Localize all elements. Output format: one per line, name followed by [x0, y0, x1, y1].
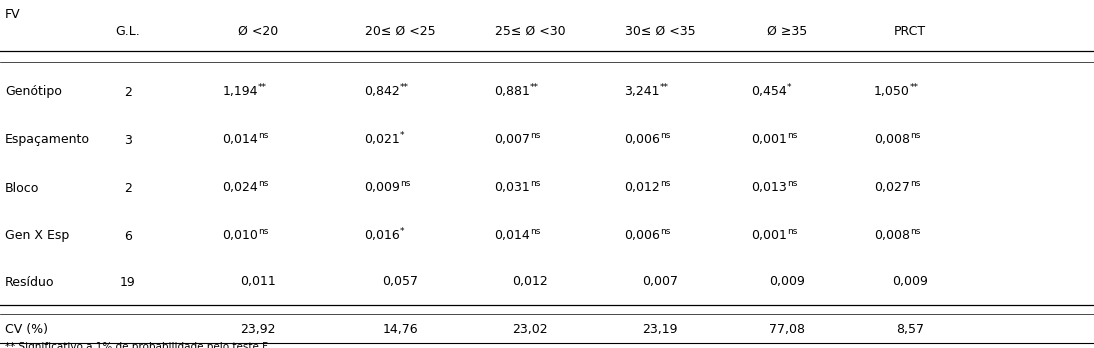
Text: 0,024: 0,024: [222, 182, 258, 195]
Text: 0,009: 0,009: [769, 276, 805, 288]
Text: ns: ns: [258, 227, 268, 236]
Text: 23,02: 23,02: [512, 324, 548, 337]
Text: 30≤ Ø <35: 30≤ Ø <35: [625, 25, 696, 38]
Text: 0,057: 0,057: [382, 276, 418, 288]
Text: ns: ns: [400, 179, 410, 188]
Text: **: **: [529, 83, 539, 92]
Text: **: **: [400, 83, 409, 92]
Text: **: **: [660, 83, 670, 92]
Text: Espaçamento: Espaçamento: [5, 134, 90, 147]
Text: 0,006: 0,006: [624, 229, 660, 243]
Text: 2: 2: [124, 182, 132, 195]
Text: Gen X Esp: Gen X Esp: [5, 229, 69, 243]
Text: 0,014: 0,014: [222, 134, 258, 147]
Text: *: *: [400, 131, 405, 140]
Text: 0,012: 0,012: [512, 276, 548, 288]
Text: 0,007: 0,007: [642, 276, 678, 288]
Text: ns: ns: [660, 131, 671, 140]
Text: Bloco: Bloco: [5, 182, 39, 195]
Text: ns: ns: [258, 179, 268, 188]
Text: 0,006: 0,006: [624, 134, 660, 147]
Text: Ø ≥35: Ø ≥35: [767, 25, 807, 38]
Text: 1,194: 1,194: [222, 86, 258, 98]
Text: ** Significativo a 1% de probabilidade pelo teste F.: ** Significativo a 1% de probabilidade p…: [5, 342, 270, 348]
Text: 0,009: 0,009: [364, 182, 400, 195]
Text: ns: ns: [787, 131, 798, 140]
Text: 0,012: 0,012: [625, 182, 660, 195]
Text: 0,010: 0,010: [222, 229, 258, 243]
Text: Ø <20: Ø <20: [237, 25, 278, 38]
Text: FV: FV: [5, 8, 21, 21]
Text: Resíduo: Resíduo: [5, 276, 55, 288]
Text: ns: ns: [910, 227, 920, 236]
Text: ns: ns: [529, 131, 540, 140]
Text: CV (%): CV (%): [5, 324, 48, 337]
Text: 6: 6: [124, 229, 132, 243]
Text: Genótipo: Genótipo: [5, 86, 62, 98]
Text: 0,016: 0,016: [364, 229, 400, 243]
Text: 0,008: 0,008: [874, 134, 910, 147]
Text: 0,027: 0,027: [874, 182, 910, 195]
Text: ns: ns: [258, 131, 268, 140]
Text: 0,011: 0,011: [240, 276, 276, 288]
Text: 0,001: 0,001: [752, 229, 787, 243]
Text: 0,021: 0,021: [364, 134, 400, 147]
Text: 0,842: 0,842: [364, 86, 400, 98]
Text: ns: ns: [529, 179, 540, 188]
Text: G.L.: G.L.: [116, 25, 140, 38]
Text: 2: 2: [124, 86, 132, 98]
Text: 14,76: 14,76: [382, 324, 418, 337]
Text: 0,007: 0,007: [494, 134, 529, 147]
Text: *: *: [787, 83, 791, 92]
Text: 1,050: 1,050: [874, 86, 910, 98]
Text: 0,454: 0,454: [752, 86, 787, 98]
Text: 0,031: 0,031: [494, 182, 529, 195]
Text: ns: ns: [529, 227, 540, 236]
Text: 20≤ Ø <25: 20≤ Ø <25: [364, 25, 435, 38]
Text: 0,013: 0,013: [752, 182, 787, 195]
Text: ns: ns: [910, 131, 920, 140]
Text: PRCT: PRCT: [894, 25, 926, 38]
Text: 0,881: 0,881: [494, 86, 529, 98]
Text: 3,241: 3,241: [625, 86, 660, 98]
Text: 3: 3: [124, 134, 132, 147]
Text: 0,009: 0,009: [892, 276, 928, 288]
Text: ns: ns: [787, 227, 798, 236]
Text: 23,92: 23,92: [241, 324, 276, 337]
Text: 0,014: 0,014: [494, 229, 529, 243]
Text: **: **: [258, 83, 267, 92]
Text: ns: ns: [660, 179, 671, 188]
Text: 19: 19: [120, 276, 136, 288]
Text: *: *: [400, 227, 405, 236]
Text: ns: ns: [787, 179, 798, 188]
Text: 0,001: 0,001: [752, 134, 787, 147]
Text: ns: ns: [910, 179, 920, 188]
Text: 77,08: 77,08: [769, 324, 805, 337]
Text: 23,19: 23,19: [642, 324, 678, 337]
Text: 25≤ Ø <30: 25≤ Ø <30: [494, 25, 566, 38]
Text: 8,57: 8,57: [896, 324, 924, 337]
Text: 0,008: 0,008: [874, 229, 910, 243]
Text: ns: ns: [660, 227, 671, 236]
Text: **: **: [910, 83, 919, 92]
